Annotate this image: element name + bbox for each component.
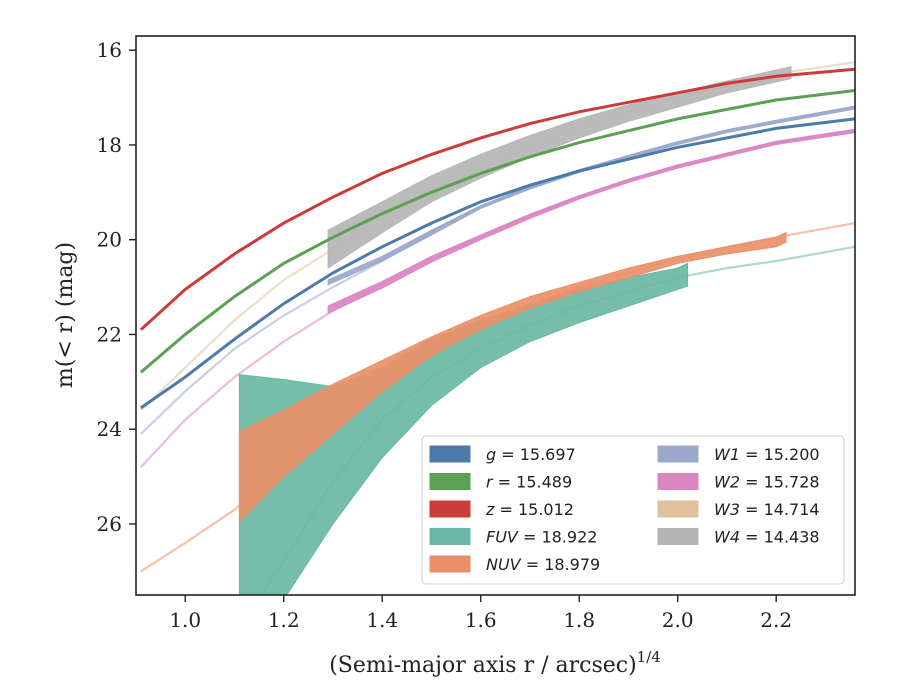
legend-label: W2 = 15.728 — [714, 473, 820, 492]
x-tick-label: 1.0 — [169, 608, 201, 632]
y-tick-label: 22 — [97, 322, 122, 346]
x-tick-label: 2.2 — [760, 608, 792, 632]
legend-swatch — [429, 528, 471, 545]
series-w1-band — [327, 105, 855, 286]
y-tick-label: 24 — [97, 417, 122, 441]
legend-swatch — [657, 473, 699, 490]
legend-item-w2: W2 = 15.728 — [657, 473, 820, 492]
legend-swatch — [657, 500, 699, 518]
x-axis-title: (Semi-major axis r / arcsec)1/4 — [329, 648, 661, 678]
legend-item-g: g = 15.697 — [429, 445, 576, 464]
legend-label: NUV = 18.979 — [486, 555, 600, 574]
legend-label: z = 15.012 — [485, 500, 574, 519]
y-tick-label: 16 — [97, 38, 122, 62]
plot-area — [139, 61, 855, 595]
legend-swatch — [429, 473, 471, 490]
series-w4-band — [327, 66, 792, 270]
series-r-data-line — [139, 89, 855, 374]
legend-item-r: r = 15.489 — [429, 473, 572, 492]
x-tick-label: 2.0 — [662, 608, 694, 632]
y-tick-label: 26 — [97, 512, 122, 536]
y-tick-label: 20 — [97, 228, 122, 252]
x-tick-label: 1.4 — [366, 608, 398, 632]
y-axis-title: m(< r) (mag) — [53, 242, 78, 388]
y-tick-label: 18 — [97, 133, 122, 157]
legend-item-w4: W4 = 14.438 — [657, 528, 820, 547]
series-nuv-band — [238, 231, 787, 523]
legend-label: FUV = 18.922 — [486, 528, 597, 547]
legend-swatch — [429, 500, 471, 518]
legend-item-nuv: NUV = 18.979 — [429, 555, 600, 574]
legend-label: W3 = 14.714 — [714, 500, 820, 519]
legend-label: W1 = 15.200 — [714, 445, 820, 464]
legend-item-w1: W1 = 15.200 — [657, 445, 820, 464]
legend-swatch — [657, 445, 699, 463]
legend-item-fuv: FUV = 18.922 — [429, 528, 597, 547]
legend-label: W4 = 14.438 — [714, 528, 820, 547]
legend-item-w3: W3 = 14.714 — [657, 500, 820, 519]
series-g-data-line — [140, 117, 855, 410]
legend-item-z: z = 15.012 — [429, 500, 574, 519]
x-tick-label: 1.6 — [465, 608, 497, 632]
series-z-data-line — [139, 67, 855, 331]
x-axis-title-superscript: 1/4 — [637, 648, 661, 666]
legend-swatch — [429, 555, 471, 573]
legend: g = 15.697 r = 15.489 z = 15.012 FUV = 18.9… — [421, 435, 845, 585]
x-tick-label: 1.8 — [563, 608, 595, 632]
legend-swatch — [657, 528, 699, 545]
x-axis-title-text: (Semi-major axis r / arcsec) — [329, 653, 636, 678]
legend-swatch — [429, 445, 471, 463]
legend-label: r = 15.489 — [486, 473, 572, 492]
axes: 1.0 1.2 1.4 1.6 1.8 2.0 2.2 16 18 20 22 24 26 — [97, 38, 793, 632]
legend-label: g = 15.697 — [486, 445, 576, 464]
x-tick-label: 1.2 — [268, 608, 300, 632]
series-w2-band — [327, 128, 855, 314]
legend-box — [421, 435, 845, 585]
plot-frame — [135, 35, 856, 596]
